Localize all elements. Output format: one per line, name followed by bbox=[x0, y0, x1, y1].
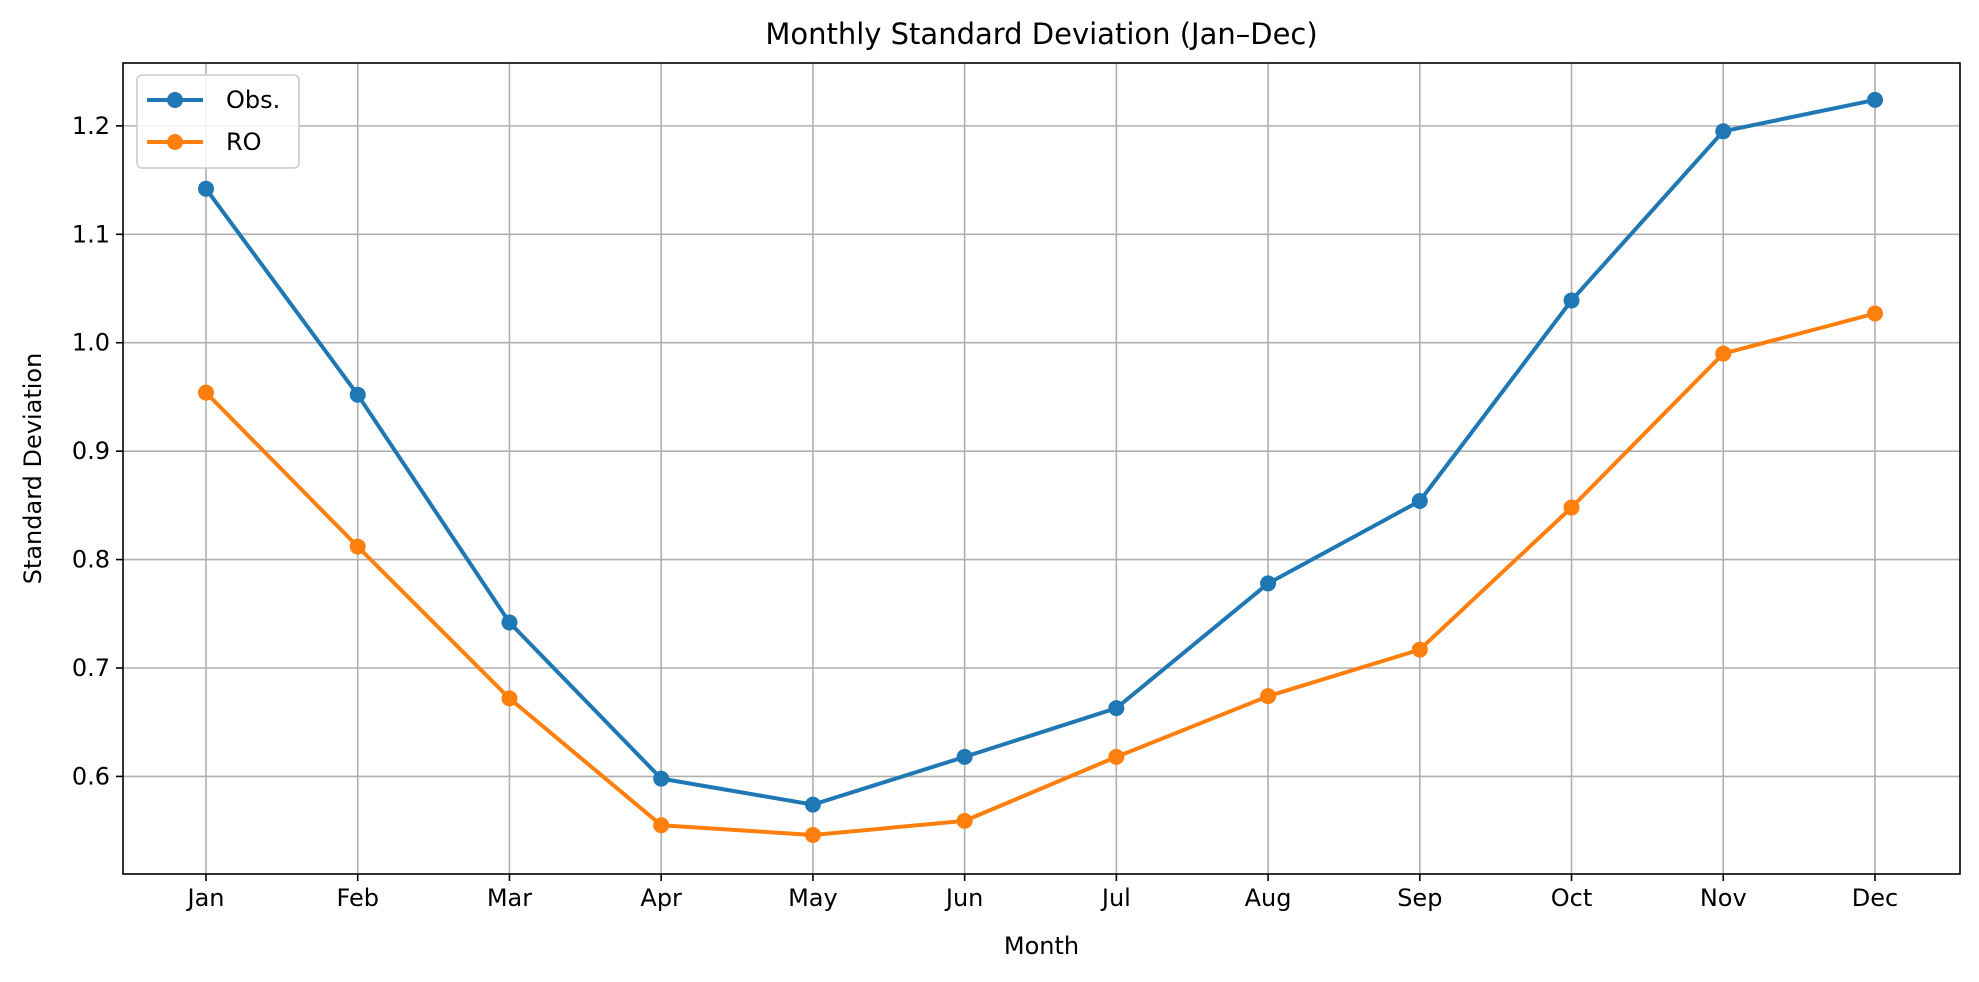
y-tick-label: 1.2 bbox=[72, 112, 110, 140]
data-point bbox=[1411, 641, 1428, 658]
data-point bbox=[804, 796, 821, 813]
data-point bbox=[653, 817, 670, 834]
x-tick-label: Dec bbox=[1852, 884, 1898, 912]
x-tick-label: Aug bbox=[1245, 884, 1292, 912]
data-point bbox=[1108, 700, 1125, 717]
data-point bbox=[349, 538, 366, 555]
x-tick-label: Jan bbox=[186, 884, 225, 912]
legend-swatch-marker bbox=[167, 92, 183, 108]
data-point bbox=[198, 180, 214, 197]
data-point bbox=[1260, 688, 1277, 705]
series-line-2 bbox=[204, 311, 1877, 837]
x-tick-label: Sep bbox=[1397, 884, 1442, 912]
legend-swatch-marker bbox=[167, 134, 183, 150]
y-tick-label: 0.8 bbox=[72, 546, 110, 574]
series-layer bbox=[198, 91, 1883, 843]
data-point bbox=[501, 690, 518, 707]
grid bbox=[123, 63, 1960, 874]
plot-frame bbox=[122, 62, 1961, 875]
data-point bbox=[1563, 292, 1580, 309]
data-point bbox=[1411, 493, 1428, 510]
x-tick-label: Mar bbox=[487, 884, 532, 912]
data-point bbox=[1715, 123, 1732, 140]
data-point bbox=[501, 614, 518, 631]
y-tick-label: 0.7 bbox=[72, 654, 110, 682]
data-point bbox=[804, 826, 821, 843]
series-line-1 bbox=[204, 97, 1877, 807]
data-point bbox=[198, 384, 214, 401]
ticks: Jan Feb Mar Apr May Jun Jul Aug Sep Oct Nov Dec 0.6 0… bbox=[72, 112, 1898, 912]
x-tick-label: Apr bbox=[640, 884, 682, 912]
data-point bbox=[1563, 499, 1580, 516]
y-tick-label: 1.1 bbox=[72, 220, 110, 248]
y-axis-label: Standard Deviation bbox=[19, 353, 47, 585]
x-tick-label: Jul bbox=[1100, 884, 1131, 912]
legend: Obs. RO bbox=[136, 74, 300, 169]
data-point bbox=[349, 386, 366, 403]
data-point bbox=[1867, 305, 1883, 322]
data-point bbox=[1715, 345, 1732, 362]
data-point bbox=[1108, 748, 1125, 765]
data-point bbox=[1867, 91, 1883, 108]
x-tick-label: Jun bbox=[944, 884, 984, 912]
y-tick-label: 1.0 bbox=[72, 329, 110, 357]
x-tick-label: Nov bbox=[1700, 884, 1747, 912]
x-tick-label: Feb bbox=[336, 884, 379, 912]
data-point bbox=[1260, 575, 1277, 592]
data-point bbox=[956, 812, 973, 829]
x-tick-label: Oct bbox=[1551, 884, 1593, 912]
chart-title: Monthly Standard Deviation (Jan–Dec) bbox=[765, 17, 1317, 51]
y-tick-label: 0.9 bbox=[72, 437, 110, 465]
legend-label: Obs. bbox=[226, 86, 280, 114]
legend-label: RO bbox=[226, 128, 262, 156]
x-axis-label: Month bbox=[1004, 932, 1079, 960]
data-point bbox=[653, 770, 670, 787]
y-tick-label: 0.6 bbox=[72, 762, 110, 790]
x-tick-label: May bbox=[788, 884, 838, 912]
data-point bbox=[956, 748, 973, 765]
